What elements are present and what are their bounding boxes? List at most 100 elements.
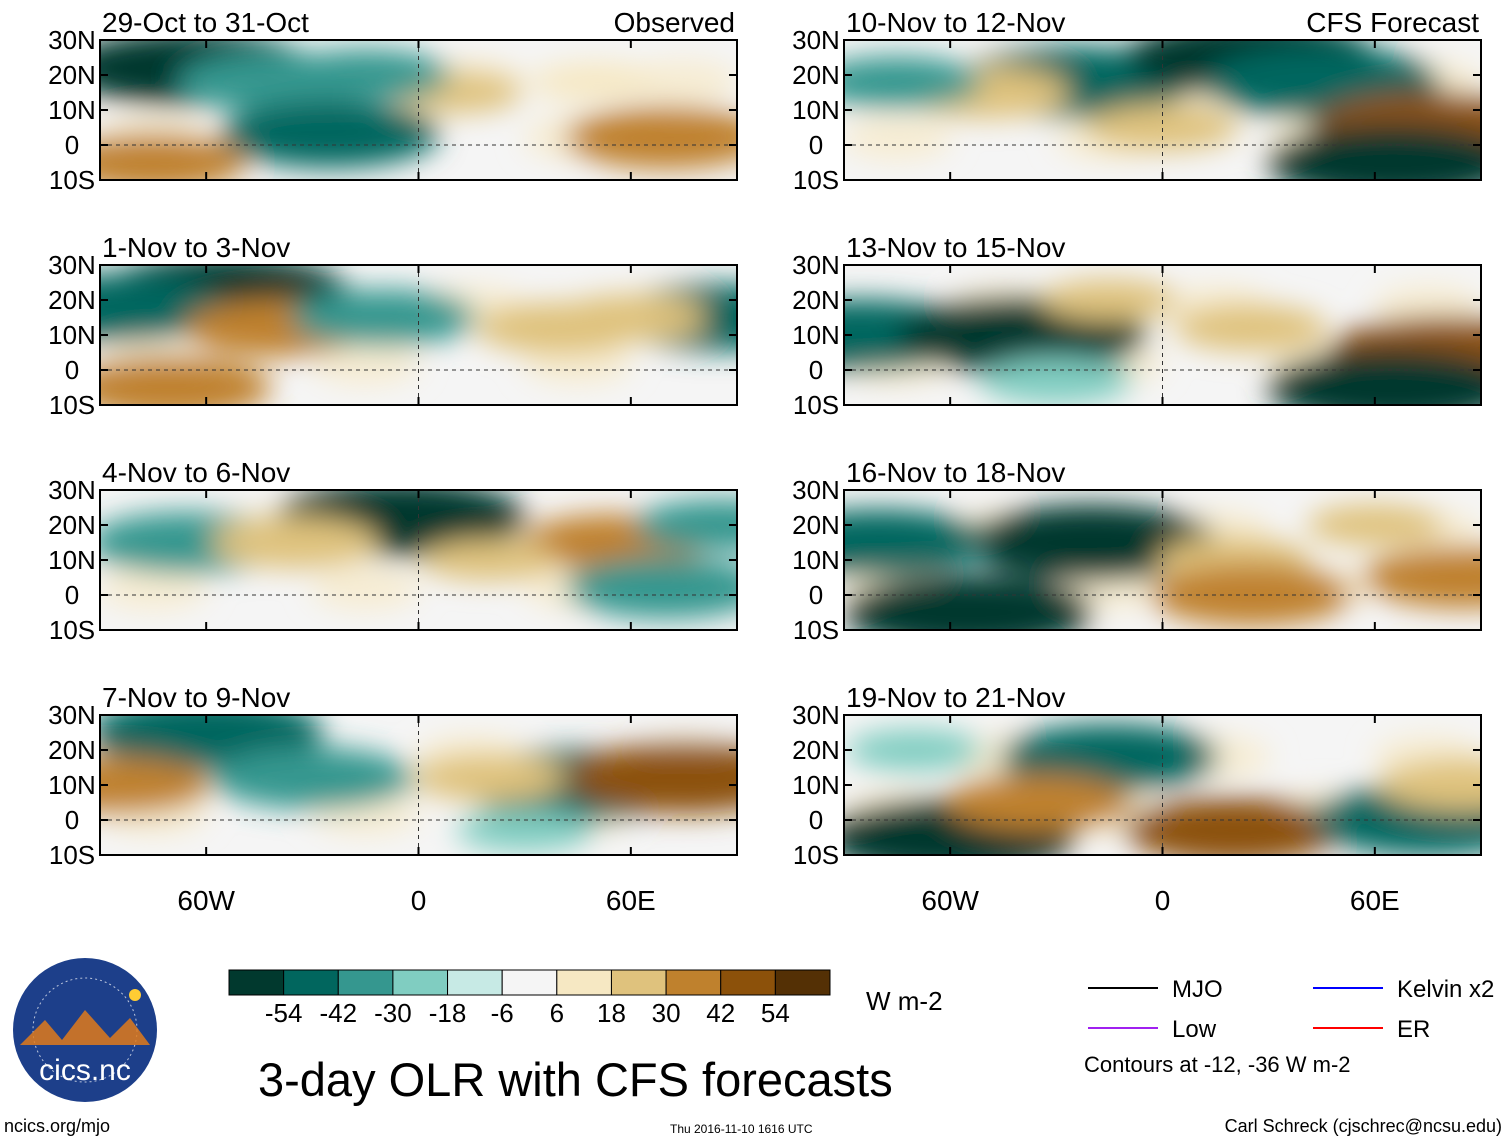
olr-anomaly: [844, 509, 989, 576]
olr-anomaly: [844, 56, 982, 108]
x-tick-label: 60W: [921, 885, 979, 916]
y-tick-label: 20N: [792, 60, 840, 90]
olr-anomaly: [1362, 546, 1481, 609]
olr-anomaly: [1267, 124, 1481, 180]
y-tick-label: 30N: [48, 250, 96, 280]
map-panel: 30N 20N 10N 0 10S 19-Nov to 21-Nov 60W 0 60E: [792, 682, 1482, 916]
colorbar-label: 42: [706, 998, 735, 1028]
logo-mountain: [20, 1010, 150, 1045]
footer-url: ncics.org/mjo: [4, 1116, 111, 1136]
olr-anomaly: [966, 504, 1217, 581]
olr-field: [100, 40, 737, 180]
olr-anomaly: [566, 742, 737, 814]
y-tick-label: 10S: [49, 390, 95, 420]
panel-title: 10-Nov to 12-Nov: [846, 7, 1065, 38]
y-tick-label: 30N: [48, 700, 96, 730]
y-tick-label: 10S: [793, 840, 839, 870]
olr-anomaly: [210, 516, 380, 569]
colorbar-swatch: [610, 969, 667, 996]
olr-anomaly: [979, 357, 1133, 404]
olr-anomaly: [290, 289, 476, 346]
y-tick-label: 10S: [793, 390, 839, 420]
logo-sun: [129, 989, 141, 1001]
olr-anomaly: [945, 774, 1132, 831]
y-tick-label: 10N: [792, 320, 840, 350]
olr-background-blob: [310, 566, 421, 610]
y-tick-label: 10N: [792, 545, 840, 575]
colorbar-label: -54: [265, 998, 303, 1028]
y-tick-label: 0: [809, 130, 823, 160]
panel-title: 7-Nov to 9-Nov: [102, 682, 290, 713]
y-tick-label: 20N: [48, 510, 96, 540]
y-tick-label: 10N: [792, 95, 840, 125]
map-panel: 30N 20N 10N 0 10S 7-Nov to 9-Nov 60W 0 60E: [48, 682, 738, 916]
map-panel: 30N 20N 10N 0 10S 13-Nov to 15-Nov: [792, 232, 1482, 420]
colorbar-label: 18: [597, 998, 626, 1028]
y-tick-label: 10N: [48, 545, 96, 575]
map-panel: 30N 20N 10N 0 10S 16-Nov to 18-Nov: [792, 457, 1482, 645]
y-tick-label: 10S: [49, 165, 95, 195]
olr-anomaly: [211, 747, 414, 809]
column-label: CFS Forecast: [1306, 7, 1479, 38]
legend-label: MJO: [1172, 976, 1223, 1003]
olr-field: [844, 40, 1481, 180]
olr-field: [100, 715, 737, 852]
olr-field: [844, 504, 1481, 630]
x-tick-label: 60W: [177, 885, 235, 916]
map-panel: 30N 20N 10N 0 10S 1-Nov to 3-Nov: [48, 232, 738, 420]
olr-anomaly: [100, 356, 272, 405]
chart-title: 3-day OLR with CFS forecasts: [258, 1053, 893, 1106]
y-tick-label: 30N: [792, 25, 840, 55]
colorbar-swatch: [556, 969, 612, 996]
y-tick-label: 30N: [48, 475, 96, 505]
contour-levels-note: Contours at -12, -36 W m-2: [1084, 1052, 1351, 1077]
olr-anomaly: [1174, 304, 1328, 352]
legend-label: Low: [1172, 1016, 1217, 1043]
y-tick-label: 0: [65, 355, 79, 385]
y-tick-label: 20N: [48, 60, 96, 90]
y-tick-label: 20N: [792, 735, 840, 765]
panel-title: 16-Nov to 18-Nov: [846, 457, 1065, 488]
olr-anomaly: [1378, 759, 1481, 811]
colorbar-swatch: [665, 969, 722, 996]
legend-label: Kelvin x2: [1397, 976, 1494, 1003]
olr-field: [100, 265, 737, 405]
y-tick-label: 20N: [792, 510, 840, 540]
y-tick-label: 20N: [48, 285, 96, 315]
panel-title: 1-Nov to 3-Nov: [102, 232, 290, 263]
y-tick-label: 10S: [49, 615, 95, 645]
olr-field: [100, 490, 737, 619]
colorbar-swatch: [720, 969, 776, 996]
olr-field: [844, 723, 1481, 855]
olr-background-blob: [100, 566, 209, 610]
y-tick-label: 10N: [792, 770, 840, 800]
olr-anomaly: [1000, 723, 1219, 791]
y-tick-label: 30N: [792, 475, 840, 505]
panel-title: 19-Nov to 21-Nov: [846, 682, 1065, 713]
legend-label: ER: [1397, 1016, 1430, 1043]
map-panel: 30N 20N 10N 0 10S 4-Nov to 6-Nov: [48, 457, 738, 645]
olr-anomaly: [456, 809, 594, 852]
colorbar-swatch: [392, 969, 449, 996]
olr-background-blob: [310, 341, 421, 385]
y-tick-label: 30N: [48, 25, 96, 55]
olr-anomaly: [1267, 349, 1481, 405]
olr-anomaly: [530, 62, 661, 102]
y-tick-label: 30N: [792, 250, 840, 280]
olr-anomaly: [1086, 104, 1239, 151]
y-tick-label: 20N: [792, 285, 840, 315]
olr-anomaly: [280, 49, 451, 101]
y-tick-label: 10N: [48, 770, 96, 800]
colorbar-label: -18: [429, 998, 467, 1028]
olr-anomaly: [1124, 797, 1343, 855]
column-label: Observed: [614, 7, 735, 38]
y-tick-label: 10S: [49, 840, 95, 870]
y-tick-label: 10N: [48, 320, 96, 350]
y-tick-label: 10N: [48, 95, 96, 125]
footer-author: Carl Schreck (cjschrec@ncsu.edu): [1224, 1116, 1502, 1136]
x-tick-label: 60E: [606, 885, 656, 916]
colorbar-label: -42: [319, 998, 357, 1028]
colorbar-swatch: [228, 969, 285, 996]
